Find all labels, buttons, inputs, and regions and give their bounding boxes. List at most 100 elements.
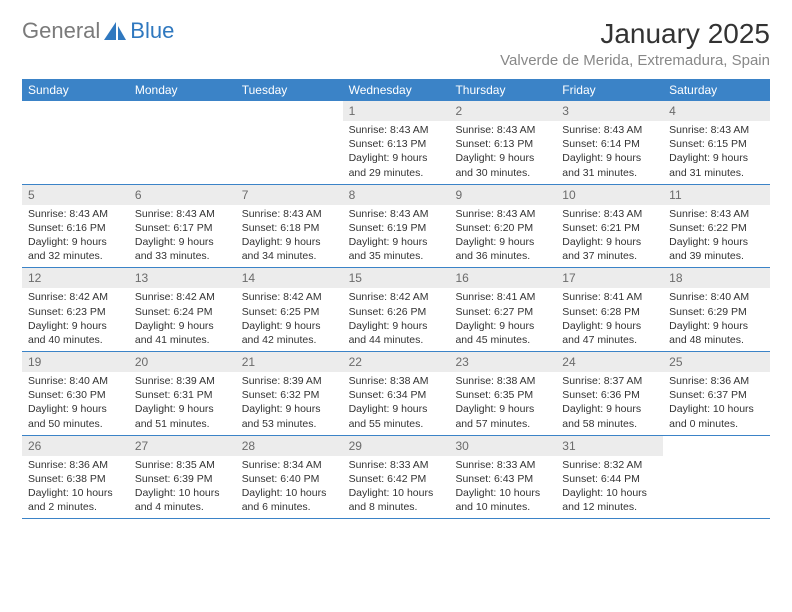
day-content: Sunrise: 8:43 AMSunset: 6:17 PMDaylight:… (129, 205, 236, 268)
sunrise-text: Sunrise: 8:36 AM (28, 458, 123, 472)
sunset-text: Sunset: 6:30 PM (28, 388, 123, 402)
day-cell: 17Sunrise: 8:41 AMSunset: 6:28 PMDayligh… (556, 268, 663, 351)
daylight-text-1: Daylight: 9 hours (135, 235, 230, 249)
sunset-text: Sunset: 6:40 PM (242, 472, 337, 486)
month-title: January 2025 (500, 18, 770, 50)
daylight-text-1: Daylight: 10 hours (562, 486, 657, 500)
day-content: Sunrise: 8:42 AMSunset: 6:26 PMDaylight:… (343, 288, 450, 351)
sunrise-text: Sunrise: 8:38 AM (349, 374, 444, 388)
day-number: 21 (236, 352, 343, 372)
sunset-text: Sunset: 6:43 PM (455, 472, 550, 486)
sunrise-text: Sunrise: 8:33 AM (455, 458, 550, 472)
day-cell: 6Sunrise: 8:43 AMSunset: 6:17 PMDaylight… (129, 185, 236, 268)
sunrise-text: Sunrise: 8:42 AM (242, 290, 337, 304)
sunrise-text: Sunrise: 8:43 AM (562, 207, 657, 221)
sunrise-text: Sunrise: 8:39 AM (242, 374, 337, 388)
day-number: 28 (236, 436, 343, 456)
daylight-text-1: Daylight: 9 hours (135, 319, 230, 333)
day-cell: 12Sunrise: 8:42 AMSunset: 6:23 PMDayligh… (22, 268, 129, 351)
day-content: Sunrise: 8:43 AMSunset: 6:13 PMDaylight:… (343, 121, 450, 184)
day-cell: 10Sunrise: 8:43 AMSunset: 6:21 PMDayligh… (556, 185, 663, 268)
day-number: 18 (663, 268, 770, 288)
daylight-text-1: Daylight: 10 hours (135, 486, 230, 500)
day-content: Sunrise: 8:43 AMSunset: 6:22 PMDaylight:… (663, 205, 770, 268)
day-number: 30 (449, 436, 556, 456)
daylight-text-2: and 4 minutes. (135, 500, 230, 514)
daylight-text-1: Daylight: 9 hours (349, 319, 444, 333)
week-row: 26Sunrise: 8:36 AMSunset: 6:38 PMDayligh… (22, 436, 770, 520)
daylight-text-2: and 42 minutes. (242, 333, 337, 347)
day-number: 2 (449, 101, 556, 121)
daylight-text-1: Daylight: 9 hours (562, 235, 657, 249)
day-number: 24 (556, 352, 663, 372)
day-number: 3 (556, 101, 663, 121)
daylight-text-1: Daylight: 9 hours (455, 235, 550, 249)
day-content: Sunrise: 8:33 AMSunset: 6:43 PMDaylight:… (449, 456, 556, 519)
day-cell: 29Sunrise: 8:33 AMSunset: 6:42 PMDayligh… (343, 436, 450, 519)
day-number: 27 (129, 436, 236, 456)
day-content: Sunrise: 8:43 AMSunset: 6:16 PMDaylight:… (22, 205, 129, 268)
sunset-text: Sunset: 6:17 PM (135, 221, 230, 235)
sunrise-text: Sunrise: 8:38 AM (455, 374, 550, 388)
sunrise-text: Sunrise: 8:32 AM (562, 458, 657, 472)
day-cell: 3Sunrise: 8:43 AMSunset: 6:14 PMDaylight… (556, 101, 663, 184)
sunset-text: Sunset: 6:27 PM (455, 305, 550, 319)
day-content: Sunrise: 8:40 AMSunset: 6:30 PMDaylight:… (22, 372, 129, 435)
daylight-text-1: Daylight: 9 hours (669, 319, 764, 333)
daylight-text-2: and 31 minutes. (562, 166, 657, 180)
sunset-text: Sunset: 6:35 PM (455, 388, 550, 402)
sunset-text: Sunset: 6:39 PM (135, 472, 230, 486)
week-row: 12Sunrise: 8:42 AMSunset: 6:23 PMDayligh… (22, 268, 770, 352)
sunset-text: Sunset: 6:24 PM (135, 305, 230, 319)
logo: General Blue (22, 18, 174, 44)
day-cell: 21Sunrise: 8:39 AMSunset: 6:32 PMDayligh… (236, 352, 343, 435)
day-content: Sunrise: 8:42 AMSunset: 6:24 PMDaylight:… (129, 288, 236, 351)
sunrise-text: Sunrise: 8:43 AM (455, 207, 550, 221)
day-number: 4 (663, 101, 770, 121)
daylight-text-2: and 30 minutes. (455, 166, 550, 180)
logo-sail-icon (102, 20, 128, 42)
sunrise-text: Sunrise: 8:43 AM (28, 207, 123, 221)
day-cell: 19Sunrise: 8:40 AMSunset: 6:30 PMDayligh… (22, 352, 129, 435)
day-cell: 30Sunrise: 8:33 AMSunset: 6:43 PMDayligh… (449, 436, 556, 519)
sunrise-text: Sunrise: 8:36 AM (669, 374, 764, 388)
daylight-text-1: Daylight: 9 hours (669, 151, 764, 165)
daylight-text-1: Daylight: 10 hours (455, 486, 550, 500)
sunset-text: Sunset: 6:22 PM (669, 221, 764, 235)
day-number: 26 (22, 436, 129, 456)
logo-text-blue: Blue (130, 18, 174, 44)
day-content: Sunrise: 8:37 AMSunset: 6:36 PMDaylight:… (556, 372, 663, 435)
daylight-text-2: and 53 minutes. (242, 417, 337, 431)
day-content: Sunrise: 8:36 AMSunset: 6:37 PMDaylight:… (663, 372, 770, 435)
daylight-text-1: Daylight: 10 hours (349, 486, 444, 500)
daylight-text-2: and 45 minutes. (455, 333, 550, 347)
sunrise-text: Sunrise: 8:42 AM (135, 290, 230, 304)
sunset-text: Sunset: 6:26 PM (349, 305, 444, 319)
day-content: Sunrise: 8:42 AMSunset: 6:25 PMDaylight:… (236, 288, 343, 351)
daylight-text-2: and 10 minutes. (455, 500, 550, 514)
sunrise-text: Sunrise: 8:43 AM (349, 207, 444, 221)
day-content: Sunrise: 8:43 AMSunset: 6:21 PMDaylight:… (556, 205, 663, 268)
day-content: Sunrise: 8:33 AMSunset: 6:42 PMDaylight:… (343, 456, 450, 519)
sunset-text: Sunset: 6:28 PM (562, 305, 657, 319)
daylight-text-2: and 55 minutes. (349, 417, 444, 431)
sunrise-text: Sunrise: 8:43 AM (455, 123, 550, 137)
daylight-text-2: and 0 minutes. (669, 417, 764, 431)
weekday-header-cell: Monday (129, 79, 236, 101)
day-number: 25 (663, 352, 770, 372)
day-number: 19 (22, 352, 129, 372)
day-number: 17 (556, 268, 663, 288)
day-content: Sunrise: 8:34 AMSunset: 6:40 PMDaylight:… (236, 456, 343, 519)
daylight-text-1: Daylight: 9 hours (562, 402, 657, 416)
sunset-text: Sunset: 6:37 PM (669, 388, 764, 402)
day-content: Sunrise: 8:38 AMSunset: 6:35 PMDaylight:… (449, 372, 556, 435)
daylight-text-2: and 44 minutes. (349, 333, 444, 347)
sunrise-text: Sunrise: 8:41 AM (455, 290, 550, 304)
sunrise-text: Sunrise: 8:43 AM (669, 207, 764, 221)
day-cell: 20Sunrise: 8:39 AMSunset: 6:31 PMDayligh… (129, 352, 236, 435)
daylight-text-2: and 47 minutes. (562, 333, 657, 347)
sunset-text: Sunset: 6:44 PM (562, 472, 657, 486)
daylight-text-1: Daylight: 9 hours (242, 235, 337, 249)
weekday-header-row: SundayMondayTuesdayWednesdayThursdayFrid… (22, 79, 770, 101)
daylight-text-1: Daylight: 10 hours (28, 486, 123, 500)
